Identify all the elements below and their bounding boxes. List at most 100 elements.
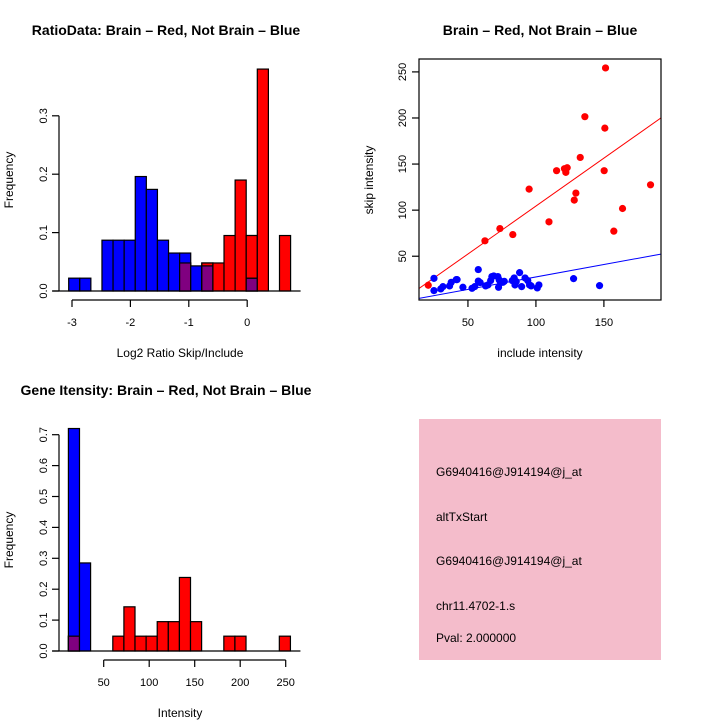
ratio-bar-blue <box>101 239 114 292</box>
ratio-bar-red <box>278 234 292 292</box>
ratio-bar-blue <box>156 239 170 292</box>
ratio-y-tick-label: 0.3 <box>38 108 50 123</box>
ratio-bar-blue <box>68 277 81 292</box>
fit-line-brain <box>419 117 661 289</box>
ratio-bar-blue <box>112 239 125 292</box>
ratio-y-tick-label: 0.1 <box>38 225 50 240</box>
info-panel-background <box>419 419 661 660</box>
point-brain <box>601 64 610 72</box>
ratio-bar-overlap <box>179 262 192 292</box>
point-brain <box>424 281 432 289</box>
info-probe-id: G6940416@J914194@j_at <box>436 465 582 479</box>
ratio-bar-blue <box>167 252 181 292</box>
ratio-bar-blue <box>190 265 203 292</box>
ratio-x-tick-label: 0 <box>244 317 250 329</box>
point-not-brain <box>430 274 438 282</box>
point-not-brain <box>439 283 447 291</box>
point-brain <box>610 227 618 235</box>
point-not-brain <box>516 269 524 277</box>
ratio-y-tick-label: 0.2 <box>38 167 50 182</box>
point-not-brain <box>527 282 535 290</box>
gene-bar-red <box>112 635 125 652</box>
scatter-x-tick-label: 50 <box>462 317 474 329</box>
point-brain <box>563 164 571 172</box>
gene-bar-overlap <box>67 635 81 652</box>
point-not-brain <box>471 283 479 291</box>
scatter-y-tick-label: 50 <box>397 250 409 262</box>
ratio-x-tick-label: -2 <box>126 317 136 329</box>
scatter-y-tick-label: 150 <box>397 155 409 173</box>
point-not-brain <box>512 277 520 286</box>
info-panel: G6940416@J914194@j_at altTxStart G694041… <box>419 419 661 660</box>
gene-x-tick-label: 200 <box>231 677 249 689</box>
point-not-brain <box>474 265 482 274</box>
gene-y-tick-label: 0.3 <box>38 551 50 566</box>
gene-y-tick-label: 0.2 <box>38 582 50 597</box>
gene-bar-red <box>234 635 247 652</box>
gene-x-tick-label: 50 <box>98 677 110 689</box>
ratio-bar-overlap <box>245 277 258 292</box>
fit-line-not-brain <box>419 253 661 299</box>
gene-bar-red <box>178 576 192 652</box>
gene-bar-blue <box>78 562 92 652</box>
ratio-bar-red <box>256 68 269 292</box>
gene-x-tick-label: 250 <box>277 677 295 689</box>
point-brain <box>570 196 578 204</box>
point-brain <box>525 185 533 193</box>
gene-bar-red <box>223 635 236 652</box>
ratio-bar-red <box>245 234 258 279</box>
ratio-histogram: RatioData: Brain – Red, Not Brain – Blue… <box>2 22 301 360</box>
ratio-x-tick-label: -3 <box>67 317 77 329</box>
ratio-bar-blue <box>79 277 92 292</box>
point-brain <box>545 218 553 226</box>
point-not-brain <box>459 283 467 291</box>
gene-intensity-histogram: Gene Itensity: Brain – Red, Not Brain – … <box>2 382 312 720</box>
gene-bar-red <box>145 635 158 652</box>
gene-y-tick-label: 0.5 <box>38 489 50 504</box>
scatter-y-tick-label: 200 <box>397 109 409 127</box>
gene-y-tick-label: 0.4 <box>38 520 50 535</box>
scatter-x-tick-label: 150 <box>595 317 613 329</box>
point-not-brain <box>595 282 604 290</box>
point-brain <box>481 237 489 245</box>
gene-bar-red <box>156 621 169 652</box>
point-not-brain <box>569 275 578 283</box>
ratio-bar-red <box>223 234 236 292</box>
gene-bar-red <box>278 635 292 652</box>
ratio-y-tick-label: 0.0 <box>38 283 50 298</box>
point-brain <box>646 181 655 189</box>
point-not-brain <box>453 276 461 284</box>
point-brain <box>618 204 627 213</box>
point-brain <box>601 124 609 132</box>
ratio-bar-blue <box>123 239 136 292</box>
gene-histogram-xlabel: Intensity <box>158 706 203 720</box>
point-brain <box>552 167 561 175</box>
gene-bar-red <box>123 606 136 652</box>
scatter-frame <box>418 58 662 301</box>
ratio-bar-blue <box>145 188 159 292</box>
point-not-brain <box>518 283 526 291</box>
gene-y-tick-label: 0.7 <box>38 427 50 442</box>
gene-histogram-title: Gene Itensity: Brain – Red, Not Brain – … <box>21 382 312 398</box>
point-brain <box>581 113 589 121</box>
point-brain <box>496 224 504 233</box>
scatter-ylabel: skip intensity <box>362 146 376 215</box>
point-brain <box>600 167 608 175</box>
gene-y-tick-label: 0.1 <box>38 612 50 627</box>
scatter-x-tick-label: 100 <box>527 317 545 329</box>
point-brain <box>572 189 580 197</box>
point-not-brain <box>500 277 508 285</box>
gene-x-tick-label: 150 <box>186 677 204 689</box>
scatter-y-tick-label: 100 <box>397 201 409 219</box>
point-not-brain <box>476 278 484 287</box>
point-not-brain <box>535 281 543 289</box>
ratio-histogram-xlabel: Log2 Ratio Skip/Include <box>117 346 244 360</box>
scatter-y-tick-label: 250 <box>397 63 409 81</box>
info-probe-id-2: G6940416@J914194@j_at <box>436 554 582 568</box>
gene-x-tick-label: 100 <box>140 677 158 689</box>
info-pval: Pval: 2.000000 <box>436 631 516 645</box>
ratio-bar-blue <box>134 175 147 292</box>
info-event-type: altTxStart <box>436 510 488 524</box>
ratio-bar-red <box>212 262 225 292</box>
